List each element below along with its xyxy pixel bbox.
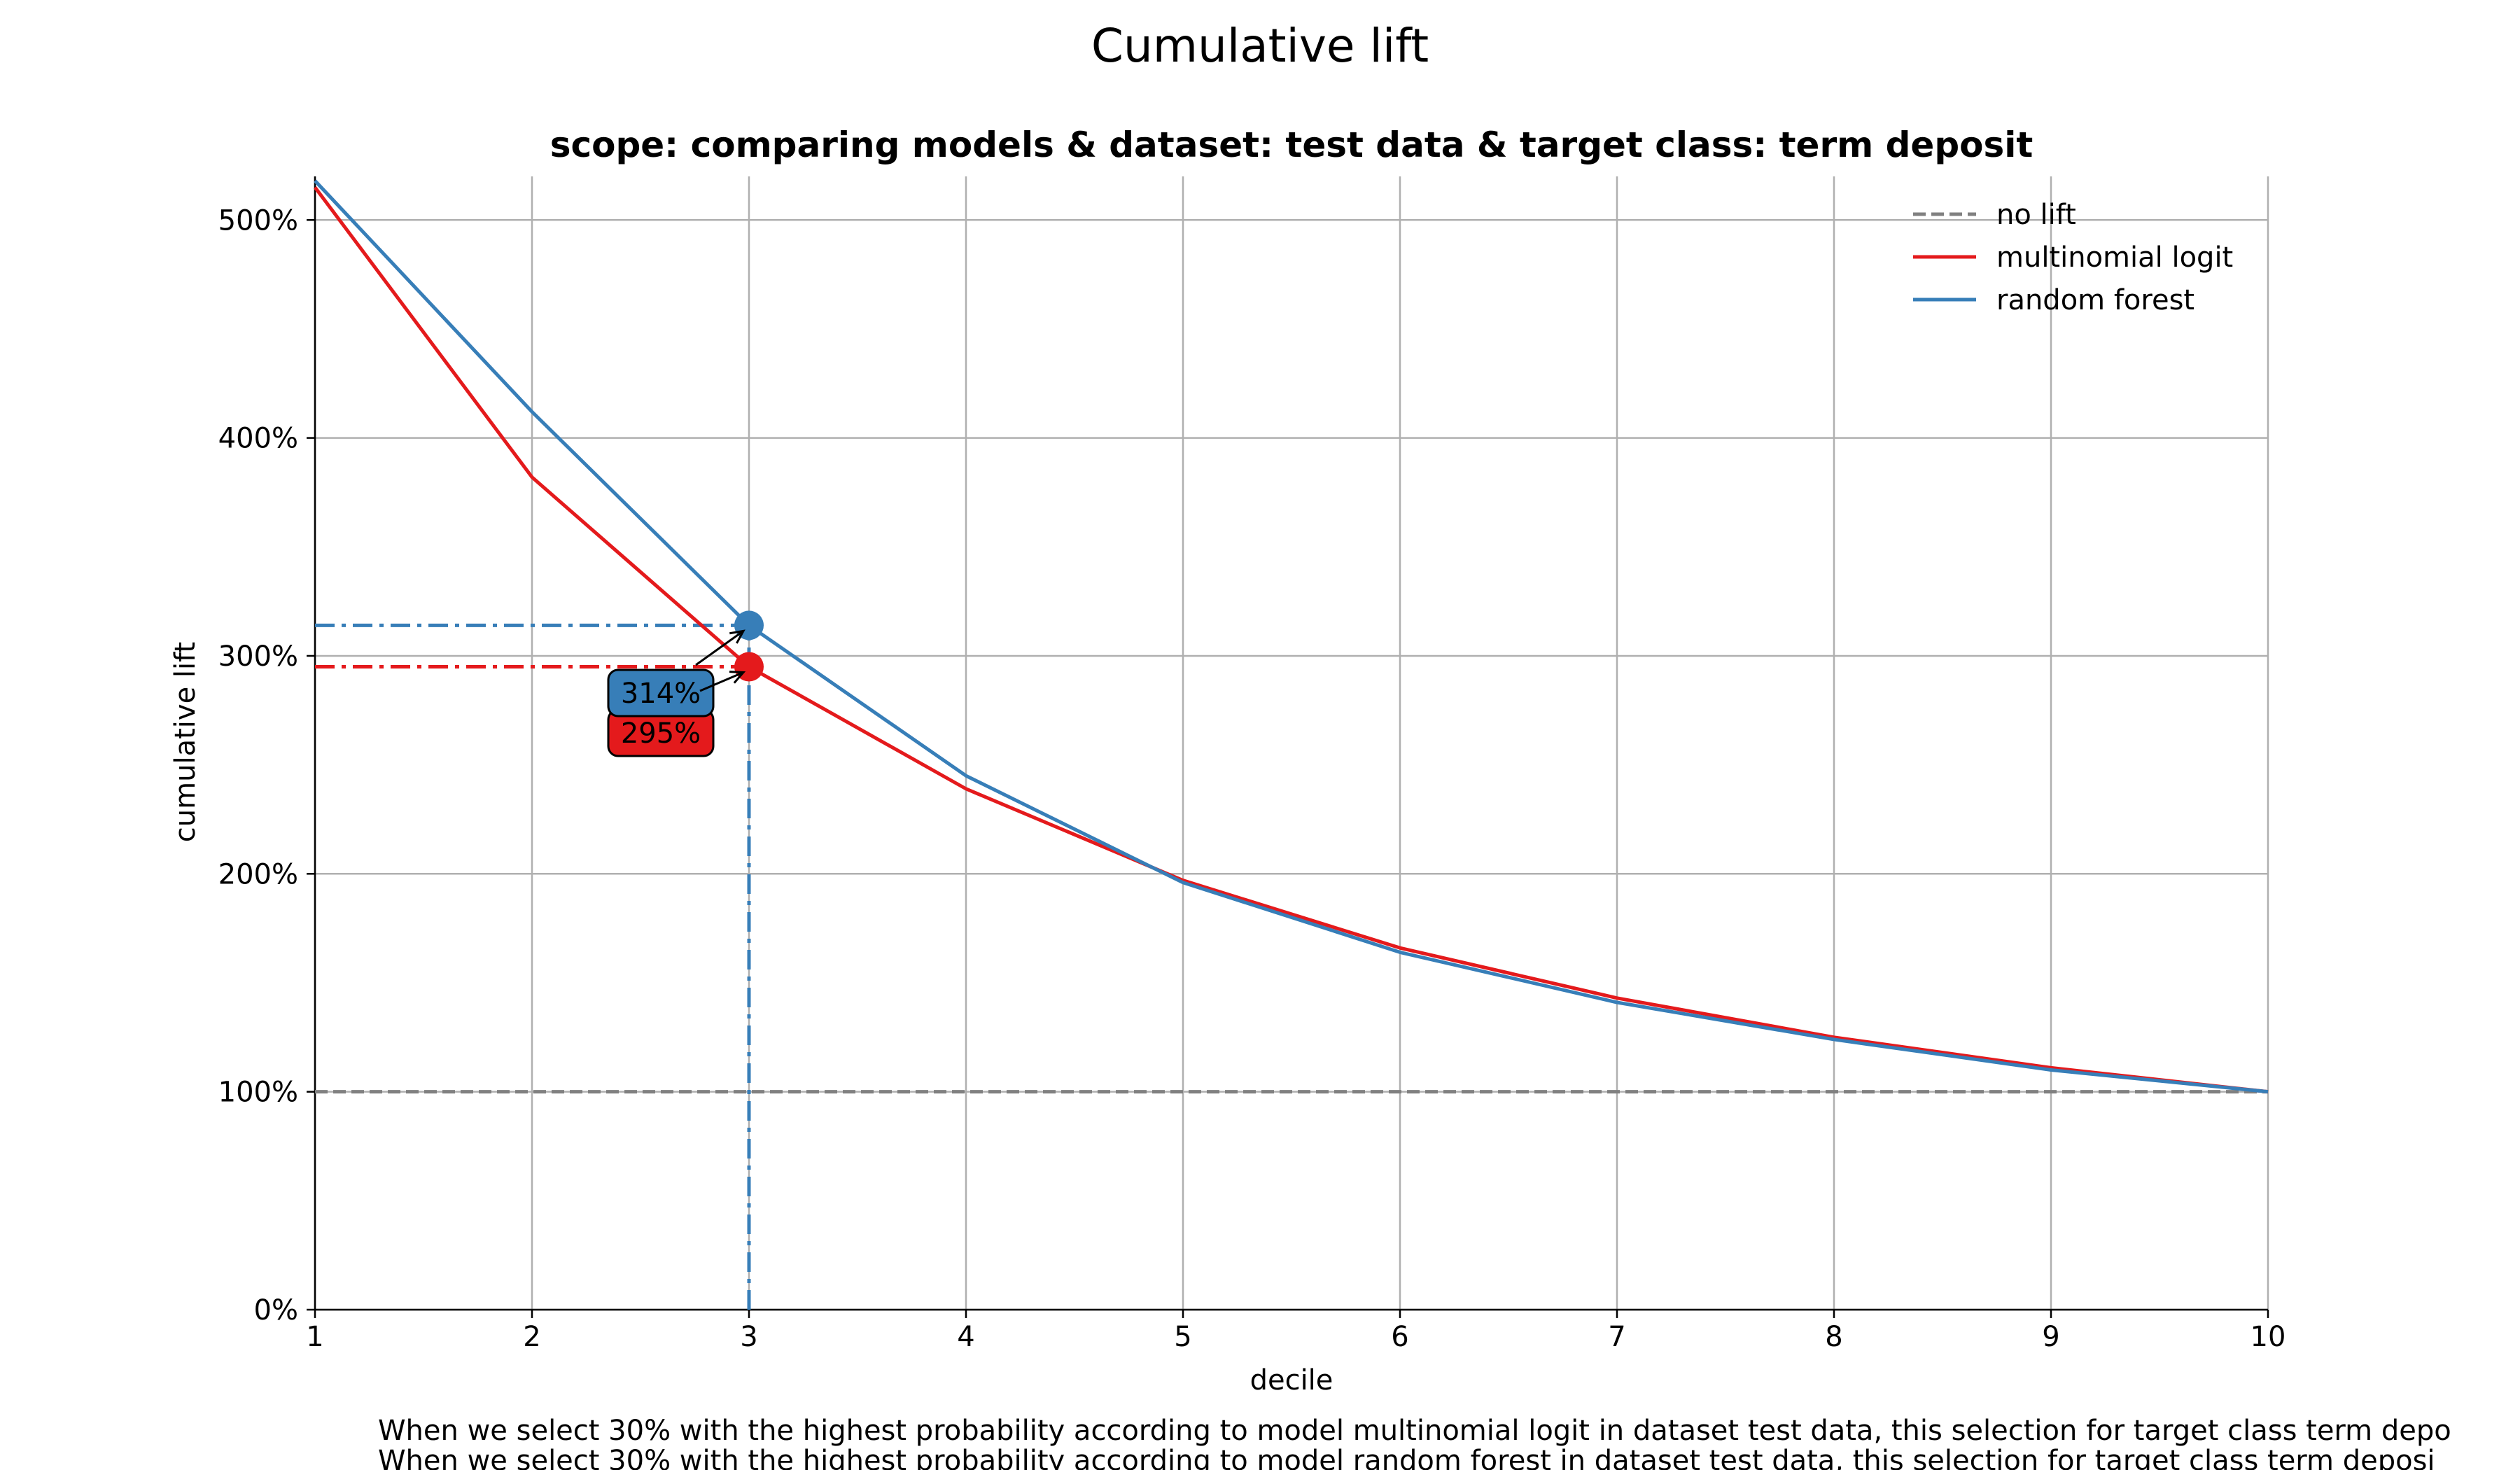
y-tick-label: 200% xyxy=(218,858,298,890)
x-axis-label: decile xyxy=(1250,1364,1334,1396)
series-line-random-forest xyxy=(314,179,2269,1094)
y-tick-label: 400% xyxy=(218,423,298,455)
annotation-box xyxy=(607,668,715,718)
x-tick-label: 1 xyxy=(306,1321,323,1353)
series-line-multinomial-logit xyxy=(313,186,2269,1094)
legend-label: random forest xyxy=(1996,284,2194,316)
figure-suptitle: Cumulative lift xyxy=(1091,19,1429,73)
x-tick-label: 7 xyxy=(1608,1321,1625,1353)
footnote-random-forest: When we select 30% with the highest prob… xyxy=(378,1445,2435,1470)
x-tick-label: 2 xyxy=(523,1321,540,1353)
x-tick-label: 10 xyxy=(2250,1321,2286,1353)
y-axis-label: cumulative lift xyxy=(169,642,202,842)
annotation-label: 314% xyxy=(621,678,701,710)
legend-label: multinomial logit xyxy=(1996,241,2233,274)
annotation-arrow xyxy=(699,671,744,692)
y-tick-label: 300% xyxy=(218,640,298,673)
x-tick-label: 9 xyxy=(2042,1321,2059,1353)
x-tick-label: 8 xyxy=(1825,1321,1842,1353)
chart-title: scope: comparing models & dataset: test … xyxy=(550,125,2033,165)
x-tick-label: 3 xyxy=(740,1321,757,1353)
x-tick-label: 4 xyxy=(957,1321,974,1353)
annotation-arrowhead xyxy=(729,629,746,644)
x-tick-label: 6 xyxy=(1391,1321,1408,1353)
footnote-multinomial-logit: When we select 30% with the highest prob… xyxy=(378,1415,2451,1447)
legend-label: no lift xyxy=(1996,199,2076,231)
annotation-label: 295% xyxy=(621,718,701,750)
y-tick-label: 0% xyxy=(254,1294,298,1326)
y-tick-label: 100% xyxy=(218,1077,298,1109)
annotation-arrow xyxy=(695,630,744,666)
highlight-point-random-forest xyxy=(734,610,764,640)
annotation-arrowhead xyxy=(729,671,746,684)
y-tick-label: 500% xyxy=(218,204,298,237)
plot-area: 1 2 3 4 5 6 7 8 9 100%100%200%300%400%500%295%314… xyxy=(218,176,2286,1353)
x-tick-label: 5 xyxy=(1174,1321,1191,1353)
